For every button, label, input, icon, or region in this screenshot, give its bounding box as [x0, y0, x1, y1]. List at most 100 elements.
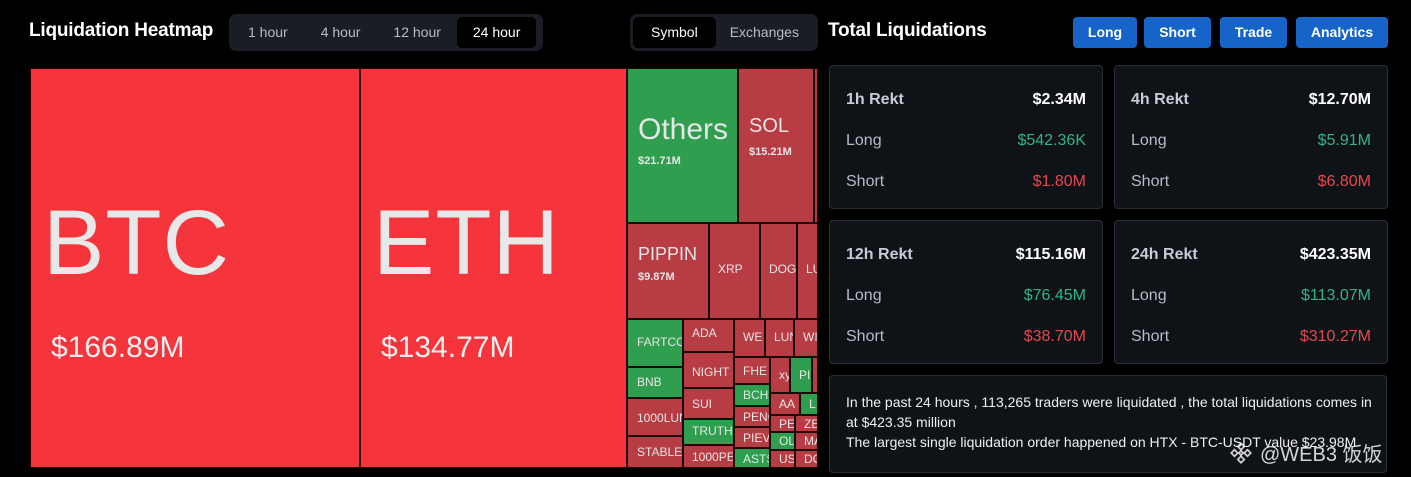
heatmap-cell-fartcoin[interactable]: FARTCOIN: [627, 319, 683, 367]
heatmap-cell-lun[interactable]: LUN: [765, 319, 794, 357]
analytics-button[interactable]: Analytics: [1296, 17, 1388, 48]
tab-1-hour[interactable]: 1 hour: [248, 24, 288, 40]
cell-symbol: NIGHT: [692, 365, 730, 379]
trade-button[interactable]: Trade: [1220, 17, 1287, 48]
cell-symbol: ETH: [373, 192, 560, 294]
heatmap-cell-ma[interactable]: MA: [795, 432, 818, 450]
cell-value: $166.89M: [51, 331, 185, 364]
liquidation-summary: In the past 24 hours , 113,265 traders w…: [829, 375, 1387, 473]
heatmap-cell-do[interactable]: DO: [795, 450, 818, 468]
cell-symbol: MA: [804, 434, 817, 448]
cell-symbol: XRP: [718, 262, 743, 276]
heatmap-cell-xy[interactable]: xy: [770, 357, 790, 393]
cell-symbol: 1000LUNC: [637, 411, 682, 425]
long-label: Long: [846, 287, 882, 304]
heatmap-cell-wi[interactable]: WI: [794, 319, 818, 357]
cell-symbol: WI: [803, 330, 818, 344]
heatmap-cell-1000lunc[interactable]: 1000LUNC: [627, 398, 683, 436]
long-value: $76.45M: [1023, 287, 1086, 304]
tab-24-hour[interactable]: 24 hour: [456, 17, 537, 48]
heatmap-cell-stable[interactable]: STABLE: [627, 436, 683, 468]
cell-symbol: ADA: [692, 326, 717, 340]
cell-symbol: LUN: [774, 330, 793, 344]
cell-symbol: PIEV: [743, 431, 770, 445]
binance-logo-icon: [1230, 441, 1252, 464]
card-label: 4h Rekt: [1131, 91, 1189, 108]
card-24h-rekt: 24h Rekt $423.35M Long $113.07M Short $310.…: [1114, 220, 1388, 364]
heatmap-cell-l[interactable]: L: [800, 393, 818, 415]
heatmap-cell-asts[interactable]: ASTS: [734, 448, 770, 468]
cell-symbol: ZE: [804, 417, 818, 431]
heatmap-cell-pi[interactable]: PI: [790, 357, 812, 393]
heatmap-cell-sui[interactable]: SUI: [683, 388, 734, 419]
long-button[interactable]: Long: [1073, 17, 1137, 48]
heatmap-cell-piev[interactable]: PIEV: [734, 427, 770, 448]
cell-symbol: BTC: [43, 192, 230, 294]
cell-symbol: xy: [779, 368, 790, 382]
heatmap-cell-sol[interactable]: SOL $15.21M: [738, 68, 814, 223]
heatmap-cell-pe[interactable]: PE: [770, 415, 795, 432]
heatmap-cell-ze[interactable]: ZE: [795, 415, 818, 432]
cell-symbol: FHE: [743, 364, 767, 378]
cell-symbol: AA: [779, 397, 796, 411]
heatmap-cell-ol[interactable]: OL: [770, 432, 795, 450]
cell-symbol: PE: [779, 417, 795, 431]
heatmap-cell-pippin[interactable]: PIPPIN $9.87M: [627, 223, 709, 319]
card-1h-rekt: 1h Rekt $2.34M Long $542.36K Short $1.80M: [829, 65, 1103, 209]
heatmap-cell-us[interactable]: US: [770, 450, 795, 468]
heatmap-cell-1000pepe[interactable]: 1000PEPE: [683, 445, 734, 468]
cell-symbol: PI: [799, 368, 811, 382]
long-label: Long: [846, 132, 882, 149]
heatmap-cell-bnb[interactable]: BNB: [627, 367, 683, 398]
watermark-text: @WEB3 饭饭: [1260, 444, 1383, 466]
heatmap-cell-peng[interactable]: PENG: [734, 406, 770, 427]
short-button[interactable]: Short: [1144, 17, 1211, 48]
cell-value: $21.71M: [638, 155, 681, 167]
short-value: $1.80M: [1032, 173, 1086, 190]
heatmap-cell-doge[interactable]: DOGE: [760, 223, 797, 319]
card-label: 24h Rekt: [1131, 246, 1198, 263]
heatmap-cell-eth[interactable]: ETH $134.77M: [360, 68, 627, 468]
tab-symbol[interactable]: Symbol: [633, 17, 716, 48]
cell-symbol: DOGE: [769, 262, 797, 276]
long-value: $5.91M: [1317, 132, 1371, 149]
long-value: $542.36K: [1017, 132, 1086, 149]
cell-symbol: WE: [743, 330, 763, 344]
long-value: $113.07M: [1301, 287, 1371, 304]
card-4h-rekt: 4h Rekt $12.70M Long $5.91M Short $6.80M: [1114, 65, 1388, 209]
cell-symbol: DO: [804, 452, 817, 466]
cell-symbol: FARTCOIN: [637, 335, 682, 349]
heatmap-cell-ada[interactable]: ADA: [683, 319, 734, 352]
card-total: $423.35M: [1299, 246, 1371, 263]
heatmap-cell-night[interactable]: NIGHT: [683, 352, 734, 388]
tab-4-hour[interactable]: 4 hour: [320, 24, 361, 40]
heatmap-cell-others[interactable]: Others $21.71M: [627, 68, 738, 223]
cell-symbol: PENG: [743, 410, 769, 424]
heatmap-cell-aa[interactable]: AA: [770, 393, 800, 415]
heatmap-cell-xrp[interactable]: XRP: [709, 223, 760, 319]
tab-12-hour[interactable]: 12 hour: [393, 24, 441, 40]
heatmap-cell-bch[interactable]: BCH: [734, 384, 770, 406]
cell-symbol: L: [809, 397, 816, 411]
short-label: Short: [846, 173, 885, 190]
card-total: $115.16M: [1015, 246, 1086, 263]
cell-symbol: BNB: [637, 375, 662, 389]
cell-symbol: STABLE: [637, 445, 683, 459]
cell-value: $15.21M: [749, 146, 792, 158]
cell-symbol: Others: [638, 113, 729, 146]
cell-symbol: OL: [779, 434, 795, 448]
cell-symbol: LU: [806, 262, 817, 276]
heatmap-cell-we[interactable]: WE: [734, 319, 765, 357]
card-total: $2.34M: [1032, 91, 1086, 108]
heatmap-title: Liquidation Heatmap: [29, 20, 214, 41]
cell-symbol: 1000PEPE: [692, 450, 734, 464]
heatmap-cell-lu[interactable]: LU: [797, 223, 818, 319]
heatmap-cell-fhe[interactable]: FHE: [734, 357, 770, 384]
short-value: $38.70M: [1023, 328, 1086, 345]
heatmap-cell-truth[interactable]: TRUTH: [683, 419, 734, 445]
tab-exchanges[interactable]: Exchanges: [729, 24, 799, 40]
long-label: Long: [1131, 287, 1167, 304]
cell-symbol: BCH: [743, 388, 769, 402]
view-tabs: Symbol Exchanges: [630, 14, 818, 51]
heatmap-cell-btc[interactable]: BTC $166.89M: [30, 68, 360, 468]
